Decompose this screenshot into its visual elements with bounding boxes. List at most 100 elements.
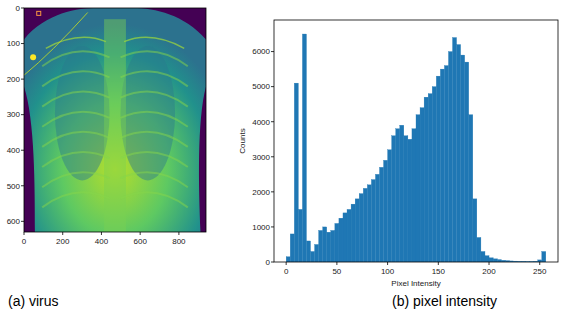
y-tick-label: 3000	[252, 153, 270, 162]
y-tick-label: 500	[7, 182, 21, 191]
panel-caption: (b) pixel intensity	[392, 293, 497, 309]
histogram-bar	[396, 129, 400, 262]
frame	[24, 8, 206, 232]
y-tick-label: 100	[7, 39, 21, 48]
y-tick-label: 400	[7, 146, 21, 155]
marker-box	[37, 11, 41, 15]
rib	[42, 51, 109, 66]
histogram-bar	[416, 115, 420, 262]
histogram-bar	[327, 232, 331, 262]
x-tick	[62, 232, 63, 235]
x-tick-label: 400	[95, 237, 109, 246]
y-tick	[21, 8, 24, 9]
wire	[24, 13, 88, 76]
histogram-bar	[388, 150, 392, 262]
histogram-bar	[404, 136, 408, 262]
histogram-bar	[477, 237, 481, 262]
histogram-bar	[453, 38, 457, 262]
y-tick-label: 2000	[252, 188, 270, 197]
x-tick	[489, 262, 490, 265]
histogram-bar	[315, 244, 319, 262]
histogram-bar	[347, 209, 351, 262]
histogram-bar	[379, 167, 383, 262]
rib	[42, 132, 109, 147]
x-tick-label: 200	[56, 237, 70, 246]
frame	[274, 20, 558, 262]
histogram-bar	[359, 194, 363, 262]
rib	[42, 192, 109, 207]
x-tick	[539, 262, 540, 265]
y-tick-label: 0	[266, 258, 271, 267]
x-tick	[178, 232, 179, 235]
histogram-bar	[286, 257, 290, 262]
histogram-bar	[400, 125, 404, 262]
histogram-bar	[294, 83, 298, 262]
histogram-bar	[420, 108, 424, 262]
histogram-bar	[493, 259, 497, 262]
histogram-bar	[392, 136, 396, 262]
x-tick	[438, 262, 439, 265]
histogram-bar	[412, 129, 416, 262]
rib	[121, 192, 188, 207]
y-tick-label: 4000	[252, 118, 270, 127]
rib	[121, 132, 188, 147]
histogram-bar	[461, 55, 465, 262]
histogram-bar	[424, 97, 428, 262]
x-tick	[387, 262, 388, 265]
x-tick	[336, 262, 337, 265]
rib	[42, 112, 109, 127]
y-tick	[21, 43, 24, 44]
rib	[42, 172, 109, 187]
x-tick	[140, 232, 141, 235]
y-tick	[271, 262, 274, 263]
x-tick-label: 200	[482, 267, 496, 276]
y-tick-label: 200	[7, 75, 21, 84]
histogram-bar	[298, 209, 302, 262]
histogram-bar	[542, 251, 546, 262]
histogram-bar	[384, 160, 388, 262]
lung-left	[55, 46, 110, 180]
image-background	[24, 8, 206, 232]
histogram-bar	[489, 258, 493, 262]
histogram-bar	[473, 199, 477, 262]
x-tick-label: 0	[284, 267, 289, 276]
x-tick	[24, 232, 25, 235]
histogram-bar	[432, 87, 436, 262]
histogram-bar	[306, 241, 310, 262]
y-tick-label: 300	[7, 110, 21, 119]
bright-spot	[30, 54, 36, 60]
body	[24, 8, 206, 232]
lung-right	[120, 46, 175, 180]
x-tick-label: 0	[22, 237, 27, 246]
rib	[121, 51, 188, 66]
rib	[121, 172, 188, 187]
x-tick-label: 150	[432, 267, 446, 276]
histogram-bar	[457, 45, 461, 262]
histogram-bar	[408, 139, 412, 262]
histogram-bar	[428, 94, 432, 262]
x-tick-label: 100	[381, 267, 395, 276]
rib	[42, 71, 109, 86]
y-tick	[271, 226, 274, 227]
y-tick-label: 1000	[252, 223, 270, 232]
histogram-bar	[343, 213, 347, 262]
y-tick-label: 0	[16, 4, 21, 13]
y-tick	[271, 51, 274, 52]
y-tick-label: 5000	[252, 82, 270, 91]
rib	[121, 71, 188, 86]
histogram-bar	[355, 199, 359, 262]
y-tick	[271, 86, 274, 87]
histogram-bar	[323, 227, 327, 262]
x-tick-label: 250	[533, 267, 547, 276]
histogram-bar	[371, 180, 375, 262]
histogram-bar	[485, 256, 489, 262]
histogram-bar	[465, 62, 469, 262]
histogram-bar	[367, 185, 371, 262]
x-tick	[286, 262, 287, 265]
axes: 02004006008000100200300400500600	[7, 4, 206, 246]
histogram-bar	[335, 223, 339, 262]
y-tick	[271, 191, 274, 192]
clavicle	[124, 37, 184, 48]
y-tick-label: 600	[7, 217, 21, 226]
y-tick	[21, 150, 24, 151]
